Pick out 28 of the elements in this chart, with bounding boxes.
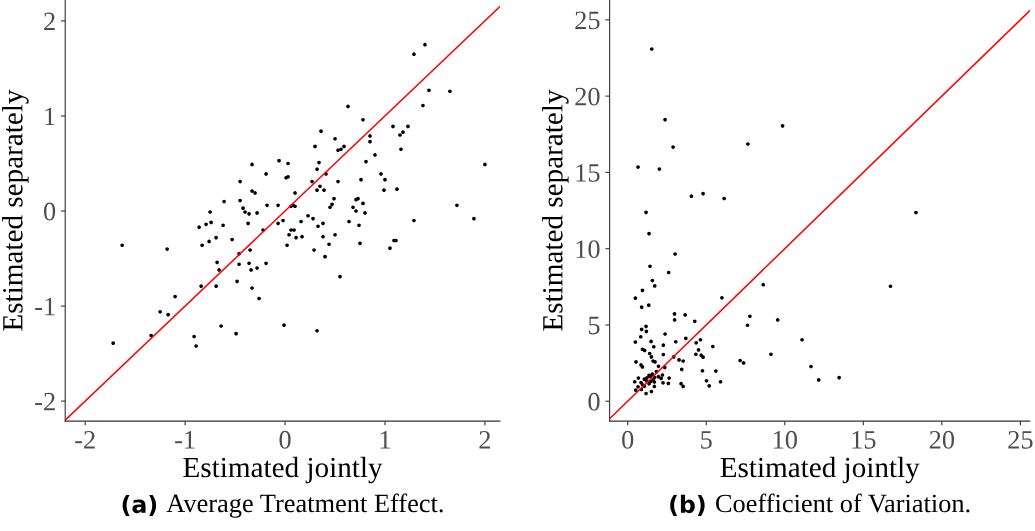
x-tick-label: 20 (929, 430, 955, 449)
y-tick-label: -1 (35, 297, 55, 316)
y-tick-label: 1 (45, 107, 55, 126)
y-tick-label: 10 (576, 240, 600, 259)
x-tick-label: 0 (279, 430, 291, 449)
y-axis-title: Estimated separately (2, 89, 29, 331)
y-tick-label: 0 (588, 392, 600, 411)
y-tick-label: 15 (576, 164, 600, 182)
text: (b) Coefficient of Variation. (670, 493, 970, 516)
y-tick-label: 20 (575, 87, 600, 106)
x-tick-label: 25 (1008, 430, 1033, 449)
text: (a) Average Treatment Effect. (122, 493, 443, 518)
x-axis-title: Estimated jointly (183, 456, 383, 484)
x-tick-label: 5 (701, 431, 712, 449)
x-tick-label: 1 (380, 431, 390, 449)
y-axis-title: Estimated separately (542, 89, 569, 331)
x-tick-label: -2 (75, 430, 95, 449)
x-tick-label: 2 (479, 430, 491, 449)
x-tick-label: 0 (622, 430, 634, 449)
x-tick-label: -1 (175, 431, 195, 449)
y-tick-label: 5 (588, 316, 600, 335)
y-tick-label: 2 (44, 12, 55, 31)
x-tick-label: 10 (773, 430, 797, 449)
y-tick-label: -2 (35, 392, 55, 411)
x-axis-title: Estimated jointly (720, 456, 920, 484)
x-tick-label: 15 (852, 431, 876, 449)
y-tick-label: 25 (575, 11, 600, 30)
y-tick-label: 0 (43, 202, 56, 221)
